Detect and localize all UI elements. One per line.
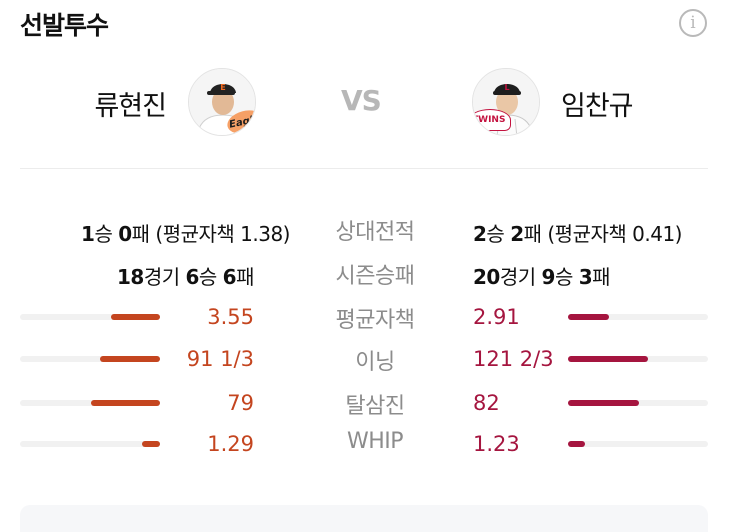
win-unit: 승 <box>94 222 113 246</box>
loss-unit: 패 <box>523 222 542 246</box>
home-innings-value: 91 1/3 <box>186 347 254 371</box>
away-era-bar <box>568 314 708 320</box>
away-innings-bar <box>568 356 708 362</box>
away-pitcher-avatar[interactable]: L TWINS <box>472 68 540 136</box>
starting-pitchers-title: 선발투수 <box>20 11 109 40</box>
home-pitcher-name[interactable]: 류현진 <box>94 91 167 122</box>
away-season-record: 20경기 9승 3패 <box>473 261 611 290</box>
loss-unit: 패 <box>131 222 150 246</box>
away-h2h-losses: 2 <box>510 222 524 246</box>
games-unit: 경기 <box>143 265 180 289</box>
win-unit: 승 <box>486 222 505 246</box>
home-pitcher-avatar[interactable]: E Eagles <box>188 68 256 136</box>
away-whip-bar <box>568 441 708 447</box>
strikeouts-label: 탈삼진 <box>345 394 405 419</box>
games-unit: 경기 <box>499 265 536 289</box>
away-strikeouts-bar <box>568 400 708 406</box>
away-season-losses: 3 <box>578 265 593 289</box>
home-h2h-wins: 1 <box>81 222 95 246</box>
home-strikeouts-bar-fill <box>91 400 160 406</box>
loss-unit: 패 <box>592 265 611 289</box>
away-h2h-wins: 2 <box>473 222 487 246</box>
bottom-panel <box>20 505 708 532</box>
home-whip-bar-fill <box>141 441 160 447</box>
home-cap-letter: E <box>220 83 225 92</box>
info-icon[interactable]: i <box>679 9 707 37</box>
away-era-bar-fill <box>568 314 609 320</box>
era-label: 평균자책 <box>335 308 415 333</box>
away-pitcher-name[interactable]: 임찬규 <box>561 91 634 122</box>
innings-label: 이닝 <box>355 350 395 375</box>
win-unit: 승 <box>198 265 217 289</box>
away-games: 20 <box>473 265 500 289</box>
win-unit: 승 <box>554 265 573 289</box>
away-strikeouts-value: 82 <box>473 391 500 415</box>
twins-logo-icon <box>473 109 511 131</box>
home-strikeouts-bar <box>20 400 160 406</box>
home-h2h-era: (평균자책 1.38) <box>155 222 290 246</box>
whip-label: WHIP <box>346 429 404 454</box>
home-season-record: 18경기 6승 6패 <box>116 261 255 290</box>
divider <box>20 168 708 169</box>
home-season-wins: 6 <box>185 265 199 289</box>
away-season-wins: 9 <box>541 265 556 289</box>
home-innings-bar <box>20 356 160 362</box>
away-era-value: 2.91 <box>473 305 520 329</box>
home-games: 18 <box>116 265 144 289</box>
home-era-bar-fill <box>111 314 160 320</box>
home-innings-bar-fill <box>99 356 160 362</box>
home-whip-bar <box>20 441 160 447</box>
away-head-to-head-record: 2승 2패 (평균자책 0.41) <box>473 218 682 247</box>
away-whip-bar-fill <box>568 441 585 447</box>
away-whip-value: 1.23 <box>473 432 520 456</box>
season-record-label: 시즌승패 <box>335 264 415 289</box>
twins-logo-text: TWINS <box>472 115 506 125</box>
away-cap-letter: L <box>504 83 509 92</box>
head-to-head-label: 상대전적 <box>335 220 415 245</box>
away-innings-value: 121 2/3 <box>473 347 554 371</box>
home-strikeouts-value: 79 <box>227 391 254 415</box>
away-strikeouts-bar-fill <box>568 400 640 406</box>
home-era-bar <box>20 314 160 320</box>
loss-unit: 패 <box>236 265 254 289</box>
vs-label: VS <box>341 84 382 117</box>
home-era-value: 3.55 <box>207 305 254 329</box>
home-h2h-losses: 0 <box>118 222 132 246</box>
home-season-losses: 6 <box>222 265 237 289</box>
away-h2h-era: (평균자책 0.41) <box>547 222 682 246</box>
home-head-to-head-record: 1승 0패 (평균자책 1.38) <box>81 218 290 247</box>
away-innings-bar-fill <box>568 356 648 362</box>
home-whip-value: 1.29 <box>207 432 254 456</box>
